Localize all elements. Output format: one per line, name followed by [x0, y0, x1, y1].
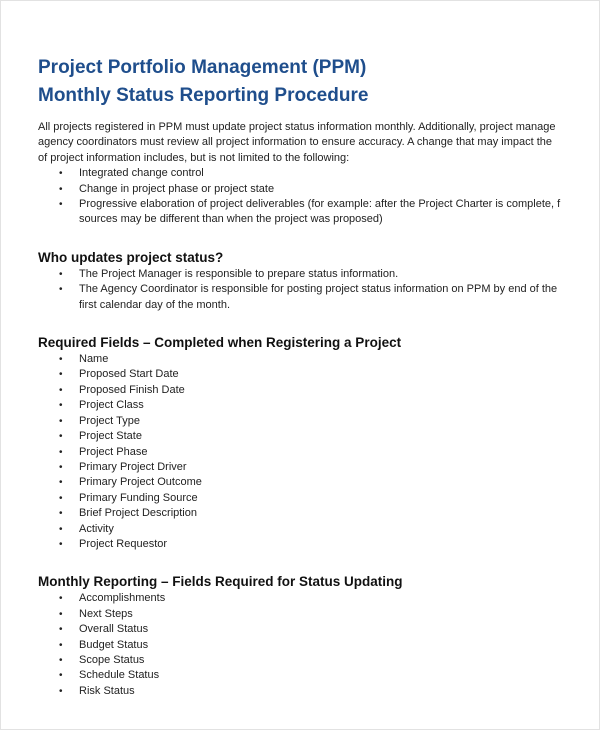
list-item: Project Phase	[38, 445, 573, 461]
bullet-list: The Project Manager is responsible to pr…	[38, 267, 573, 313]
item-text: sources may be different than when the p…	[79, 213, 383, 226]
list-item: Integrated change control	[38, 166, 573, 182]
item-text: Next Steps	[79, 607, 133, 620]
item-text: Integrated change control	[79, 167, 204, 180]
list-item: Primary Project Outcome	[38, 475, 573, 491]
item-text: Primary Project Outcome	[79, 476, 202, 489]
bullet-list: Name Proposed Start Date Proposed Finish D…	[38, 352, 573, 553]
item-text: first calendar day of the month.	[79, 298, 231, 311]
list-item: Project Type	[38, 414, 573, 430]
intro-paragraph: All projects registered in PPM must upda…	[38, 120, 573, 166]
item-text: Budget Status	[79, 638, 149, 651]
item-text: Brief Project Description	[79, 507, 197, 520]
paragraph-line: agency coordinators must review all proj…	[38, 136, 552, 149]
list-item: Project State	[38, 429, 573, 445]
item-text: Overall Status	[79, 623, 149, 636]
paragraph-line: All projects registered in PPM must upda…	[38, 121, 556, 133]
list-item: Primary Funding Source	[38, 491, 573, 507]
list-item: Schedule Status	[38, 668, 573, 684]
list-item: Budget Status	[38, 638, 573, 654]
item-text: Change in project phase or project state	[79, 182, 275, 195]
item-text: Project State	[79, 430, 142, 443]
item-text: Proposed Start Date	[79, 368, 179, 381]
item-text: Project Type	[79, 414, 140, 427]
section-heading: Required Fields – Completed when Registe…	[38, 335, 402, 351]
document-content: Project Portfolio Management (PPM) Monthl…	[38, 54, 573, 699]
list-item: Next Steps	[38, 607, 573, 623]
document-title: Project Portfolio Management (PPM)	[38, 57, 367, 78]
list-item: Proposed Finish Date	[38, 383, 573, 399]
item-text: The Agency Coordinator is responsible fo…	[79, 283, 558, 296]
list-item: Progressive elaboration of project deliv…	[38, 197, 573, 228]
list-item: Scope Status	[38, 653, 573, 669]
item-text: Project Phase	[79, 445, 148, 458]
list-item: Project Requestor	[38, 537, 573, 553]
item-text: Proposed Finish Date	[79, 383, 185, 396]
section-heading: Monthly Reporting – Fields Required for …	[38, 574, 403, 590]
item-text: Schedule Status	[79, 669, 160, 682]
list-item: Overall Status	[38, 622, 573, 638]
section-heading: Who updates project status?	[38, 249, 224, 265]
list-item: Primary Project Driver	[38, 460, 573, 476]
list-item: Name	[38, 352, 573, 368]
list-item: The Project Manager is responsible to pr…	[38, 267, 573, 283]
paragraph-line: of project information includes, but is …	[38, 151, 350, 164]
item-text: The Project Manager is responsible to pr…	[79, 267, 399, 280]
document-title: Monthly Status Reporting Procedure	[38, 85, 369, 106]
bullet-list: Accomplishments Next Steps Overall Status B…	[38, 591, 573, 699]
item-text: Risk Status	[79, 684, 135, 697]
item-text: Primary Funding Source	[79, 491, 198, 504]
list-item: Proposed Start Date	[38, 367, 573, 383]
list-item: Project Class	[38, 398, 573, 414]
item-text: Primary Project Driver	[79, 460, 187, 473]
list-item: Change in project phase or project state	[38, 182, 573, 198]
item-text: Name	[79, 353, 109, 366]
list-item: The Agency Coordinator is responsible fo…	[38, 282, 573, 313]
item-text: Project Class	[79, 399, 144, 412]
item-text: Scope Status	[79, 653, 145, 666]
list-item: Brief Project Description	[38, 506, 573, 522]
item-text: Project Requestor	[79, 537, 168, 550]
item-text: Progressive elaboration of project deliv…	[79, 198, 561, 211]
list-item: Activity	[38, 522, 573, 538]
list-item: Accomplishments	[38, 591, 573, 607]
list-item: Risk Status	[38, 684, 573, 699]
bullet-list: Integrated change control Change in proje…	[38, 166, 573, 228]
item-text: Activity	[79, 522, 114, 535]
item-text: Accomplishments	[79, 592, 166, 605]
